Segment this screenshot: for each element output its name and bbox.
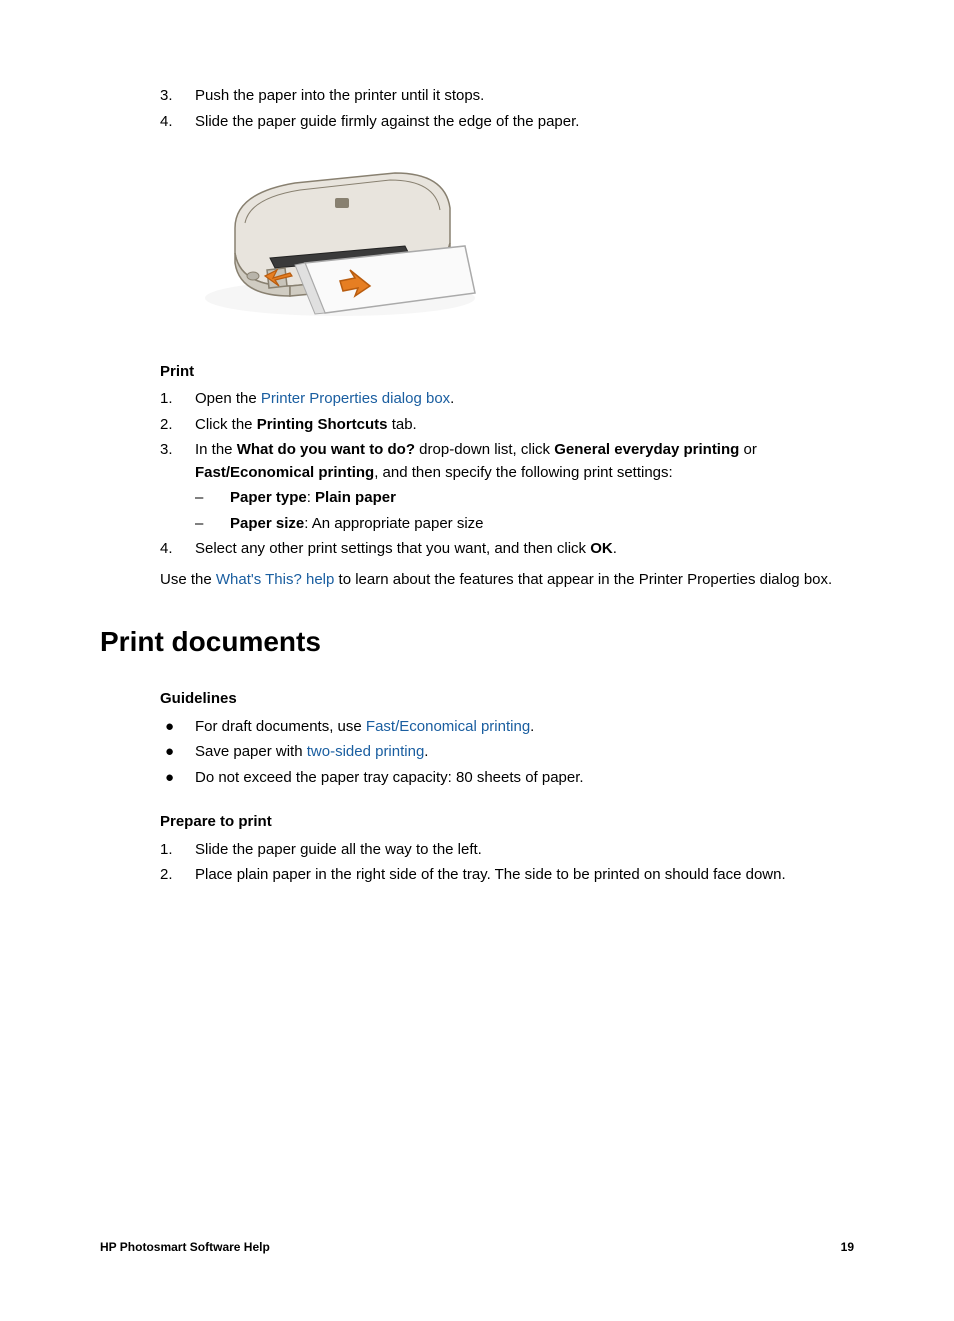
bullet: ● xyxy=(160,716,195,739)
print-step-1: 1. Open the Printer Properties dialog bo… xyxy=(160,388,854,411)
sub-bold: Paper type xyxy=(230,489,307,506)
prepare-step-2: 2. Place plain paper in the right side o… xyxy=(160,864,854,887)
step-3: 3. Push the paper into the printer until… xyxy=(160,85,854,108)
prepare-heading: Prepare to print xyxy=(160,811,854,834)
step-text: Slide the paper guide all the way to the… xyxy=(195,839,854,862)
step-num: 4. xyxy=(160,538,195,561)
bullet: ● xyxy=(160,767,195,790)
print-heading: Print xyxy=(160,361,854,384)
guideline-1: ● For draft documents, use Fast/Economic… xyxy=(160,716,854,739)
sub-text2: : An appropriate paper size xyxy=(304,515,483,532)
step-text: Select any other print settings that you… xyxy=(195,538,854,561)
text-post: . xyxy=(450,390,454,407)
bold-text: OK xyxy=(590,540,613,557)
page-number: 19 xyxy=(841,1238,854,1256)
step-num: 3. xyxy=(160,439,195,484)
dash: – xyxy=(195,513,230,536)
step-text: Slide the paper guide firmly against the… xyxy=(195,111,854,134)
step-4: 4. Slide the paper guide firmly against … xyxy=(160,111,854,134)
dash: – xyxy=(195,487,230,510)
page-footer: HP Photosmart Software Help 19 xyxy=(100,1238,854,1256)
whats-this-paragraph: Use the What's This? help to learn about… xyxy=(160,569,854,592)
step-text: Push the paper into the printer until it… xyxy=(195,85,854,108)
step-num: 1. xyxy=(160,388,195,411)
print-step-3: 3. In the What do you want to do? drop-d… xyxy=(160,439,854,484)
text-post: to learn about the features that appear … xyxy=(334,571,832,588)
p6: , and then specify the following print s… xyxy=(374,464,673,481)
step-num: 4. xyxy=(160,111,195,134)
sub-bold: Paper size xyxy=(230,515,304,532)
text-post: . xyxy=(424,743,428,760)
guidelines-section: Guidelines ● For draft documents, use Fa… xyxy=(160,688,854,887)
text-post: . xyxy=(530,718,534,735)
step-num: 2. xyxy=(160,864,195,887)
p0: In the xyxy=(195,441,237,458)
text-post: tab. xyxy=(388,416,417,433)
whats-this-link[interactable]: What's This? help xyxy=(216,571,334,588)
printer-properties-link[interactable]: Printer Properties dialog box xyxy=(261,390,450,407)
step-text: Open the Printer Properties dialog box. xyxy=(195,388,854,411)
step-num: 2. xyxy=(160,414,195,437)
two-sided-link[interactable]: two-sided printing xyxy=(307,743,425,760)
step-text: Place plain paper in the right side of t… xyxy=(195,864,854,887)
bold-text: Printing Shortcuts xyxy=(257,416,388,433)
p2: drop-down list, click xyxy=(415,441,554,458)
bullet: ● xyxy=(160,741,195,764)
sub-bold2: Plain paper xyxy=(315,489,396,506)
p5: Fast/Economical printing xyxy=(195,464,374,481)
step-num: 1. xyxy=(160,839,195,862)
text-post: . xyxy=(613,540,617,557)
sub-sep: : xyxy=(307,489,315,506)
guideline-3: ● Do not exceed the paper tray capacity:… xyxy=(160,767,854,790)
text-pre: Click the xyxy=(195,416,257,433)
bullet-text: For draft documents, use Fast/Economical… xyxy=(195,716,534,739)
print-step-4: 4. Select any other print settings that … xyxy=(160,538,854,561)
guidelines-heading: Guidelines xyxy=(160,688,854,711)
bullet-text: Do not exceed the paper tray capacity: 8… xyxy=(195,767,584,790)
sub-paper-size: – Paper size: An appropriate paper size xyxy=(195,513,854,536)
step-text: Click the Printing Shortcuts tab. xyxy=(195,414,854,437)
guideline-2: ● Save paper with two-sided printing. xyxy=(160,741,854,764)
p4: or xyxy=(739,441,757,458)
bullet-text: Save paper with two-sided printing. xyxy=(195,741,428,764)
text-pre: Open the xyxy=(195,390,261,407)
top-steps: 3. Push the paper into the printer until… xyxy=(160,85,854,591)
sub-text: Paper type: Plain paper xyxy=(230,487,396,510)
fast-economical-link[interactable]: Fast/Economical printing xyxy=(366,718,530,735)
text-pre: Use the xyxy=(160,571,216,588)
p1: What do you want to do? xyxy=(237,441,415,458)
prepare-step-1: 1. Slide the paper guide all the way to … xyxy=(160,839,854,862)
text-pre: Save paper with xyxy=(195,743,307,760)
step-num: 3. xyxy=(160,85,195,108)
printer-illustration xyxy=(195,158,854,331)
print-documents-heading: Print documents xyxy=(100,621,854,663)
sub-paper-type: – Paper type: Plain paper xyxy=(195,487,854,510)
sub-text: Paper size: An appropriate paper size xyxy=(230,513,484,536)
footer-title: HP Photosmart Software Help xyxy=(100,1238,270,1256)
text-pre: Select any other print settings that you… xyxy=(195,540,590,557)
p3: General everyday printing xyxy=(554,441,739,458)
step-text: In the What do you want to do? drop-down… xyxy=(195,439,854,484)
text-pre: For draft documents, use xyxy=(195,718,366,735)
print-step-2: 2. Click the Printing Shortcuts tab. xyxy=(160,414,854,437)
